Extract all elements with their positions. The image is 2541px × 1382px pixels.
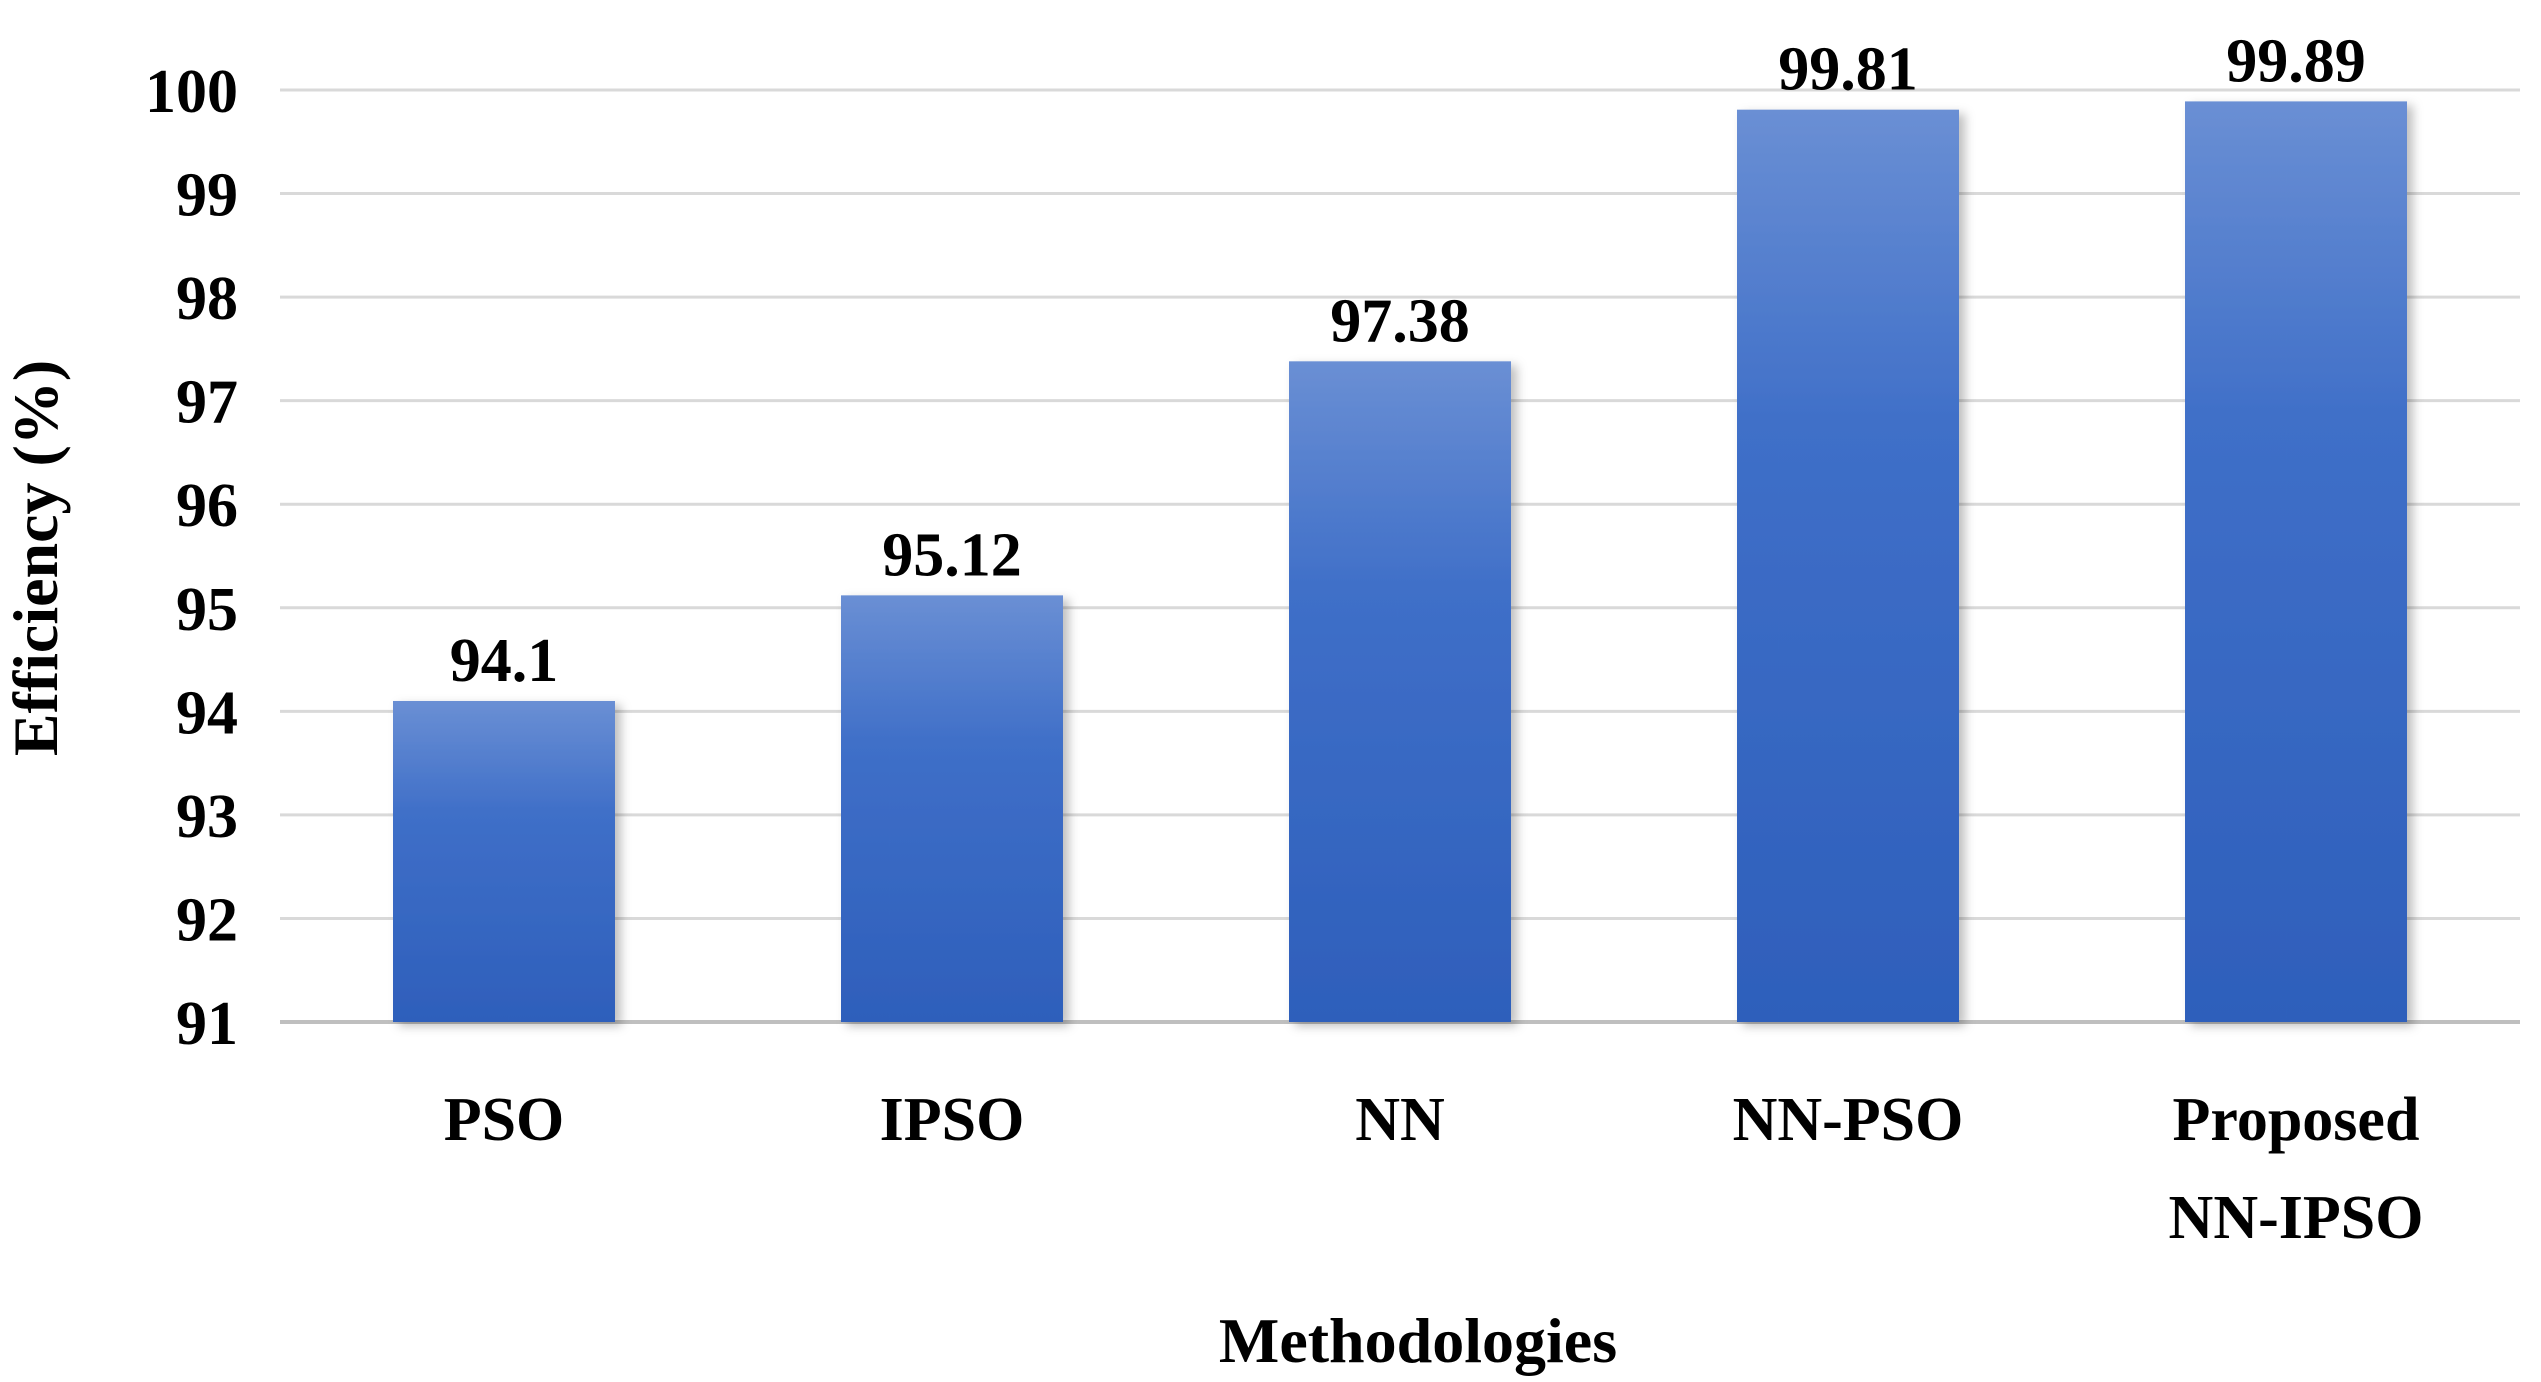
- y-tick-label: 100: [145, 58, 238, 126]
- bar: [1289, 361, 1511, 1022]
- bar: [393, 700, 615, 1022]
- y-tick-label: 92: [176, 886, 238, 954]
- data-label: 94.1: [450, 627, 559, 695]
- y-tick-label: 93: [176, 783, 238, 851]
- data-labels: 94.1 95.12 97.38 99.81 99.89: [450, 27, 2366, 695]
- bar: [1737, 109, 1959, 1023]
- y-tick-label: 91: [176, 990, 238, 1058]
- x-tick-label: NN-PSO: [1733, 1086, 1964, 1154]
- y-tick-label: 96: [176, 472, 238, 540]
- y-tick-label: 99: [176, 162, 238, 230]
- y-axis-title: Efficiency (%): [0, 360, 71, 756]
- bars: [393, 101, 2407, 1023]
- x-axis-title: Methodologies: [1219, 1305, 1617, 1376]
- y-tick-label: 97: [176, 369, 238, 437]
- y-tick-label: 94: [176, 679, 238, 747]
- x-tick-label: Proposed NN-IPSO: [2169, 1086, 2424, 1252]
- y-axis-ticks: 91 92 93 94 95 96 97 98 99 100: [145, 58, 238, 1058]
- data-label: 97.38: [1330, 287, 1470, 355]
- data-label: 99.81: [1778, 36, 1918, 104]
- x-tick-label: IPSO: [880, 1086, 1025, 1154]
- x-axis-ticks: PSO IPSO NN NN-PSO Proposed NN-IPSO: [444, 1086, 2424, 1252]
- data-label: 95.12: [882, 521, 1022, 589]
- x-tick-label: NN: [1355, 1086, 1445, 1154]
- y-tick-label: 95: [176, 576, 238, 644]
- bar: [2185, 101, 2407, 1022]
- bar: [841, 595, 1063, 1022]
- data-label: 99.89: [2226, 27, 2366, 95]
- y-tick-label: 98: [176, 265, 238, 333]
- x-tick-label: PSO: [444, 1086, 565, 1154]
